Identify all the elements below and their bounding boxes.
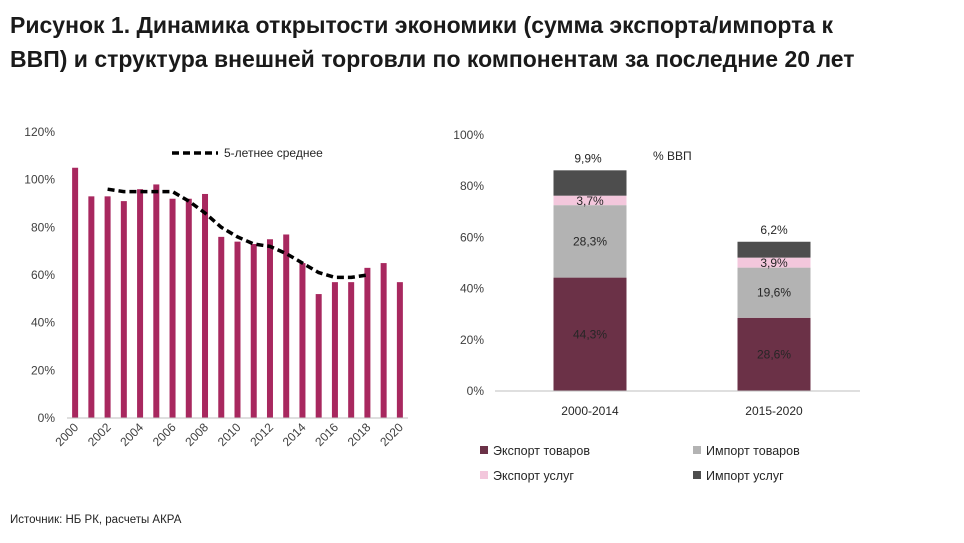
legend-swatch-import-services — [693, 471, 701, 479]
segment-import-services-2 — [737, 241, 811, 258]
y-tick-label: 60% — [460, 230, 484, 244]
source-note: Источник: НБ РК, расчеты АКРА — [10, 514, 182, 526]
bar-2003 — [120, 201, 127, 418]
segment-export-services-1 — [553, 195, 627, 206]
legend-label: Импорт товаров — [706, 444, 800, 458]
title-line-1: Рисунок 1. Динамика открытости экономики… — [10, 12, 834, 38]
y-tick-label: 0% — [38, 411, 56, 425]
data-label: 44,3% — [573, 327, 607, 341]
legend-label: Экспорт услуг — [493, 469, 574, 483]
x-tick-label: 2020 — [377, 420, 406, 449]
y-tick-label: 80% — [460, 179, 484, 193]
title-line-2: ВВП) и структура внешней торговли по ком… — [10, 46, 855, 72]
x-tick-label: 2016 — [312, 420, 341, 449]
bar-2019 — [380, 263, 387, 418]
bar-2005 — [153, 184, 160, 418]
bar-2016 — [331, 282, 338, 418]
legend-swatch-export-services — [480, 471, 488, 479]
bar-2018 — [364, 267, 371, 418]
bar-2015 — [315, 294, 322, 418]
bar-2014 — [299, 263, 306, 418]
x-tick-label: 2008 — [182, 420, 211, 449]
unit-annotation: % ВВП — [653, 149, 692, 163]
data-label: 9,9% — [574, 151, 602, 165]
y-tick-label: 40% — [31, 316, 55, 330]
category-label: 2015-2020 — [745, 404, 803, 418]
legend-line-label: 5-летнее среднее — [224, 146, 323, 160]
y-tick-label: 40% — [460, 282, 484, 296]
segment-export-goods-2 — [737, 317, 811, 391]
segment-import-goods-2 — [737, 267, 811, 318]
x-tick-label: 2006 — [150, 420, 179, 449]
trade-structure-stacked-chart: 0% 20% 40% 60% 80% 100% 44,3% 28,3% 3,7% 9,9% 2000… — [453, 128, 860, 483]
bar-2020 — [396, 282, 403, 418]
chart-title: Рисунок 1. Динамика открытости экономики… — [10, 8, 960, 76]
bar-2011 — [250, 244, 257, 418]
segment-import-goods-1 — [553, 205, 627, 278]
y-tick-label: 100% — [24, 173, 55, 187]
bar-2000 — [72, 167, 79, 418]
x-tick-label: 2010 — [215, 420, 244, 449]
y-tick-label: 120% — [24, 125, 55, 139]
bar-2001 — [88, 196, 95, 418]
legend-swatch-export-goods — [480, 446, 488, 454]
data-label: 19,6% — [757, 286, 791, 300]
bar-2013 — [283, 234, 290, 418]
five-year-average-line — [107, 187, 368, 280]
segment-export-goods-1 — [553, 277, 627, 391]
openness-bar-chart: 0%20%40%60%80%100%120%2000 2002 2004 2006 20… — [24, 125, 408, 449]
y-tick-label: 60% — [31, 268, 55, 282]
category-label: 2000-2014 — [561, 404, 619, 418]
bar-2004 — [137, 189, 144, 418]
segment-import-services-1 — [553, 170, 627, 196]
x-tick-label: 2000 — [52, 420, 81, 449]
bar-2012 — [266, 239, 273, 418]
segment-export-services-2 — [737, 257, 811, 268]
legend-swatch-import-goods — [693, 446, 701, 454]
x-tick-label: 2014 — [280, 420, 309, 449]
x-tick-label: 2012 — [247, 420, 276, 449]
data-label: 28,6% — [757, 347, 791, 361]
bar-2009 — [218, 236, 225, 418]
x-tick-label: 2002 — [85, 420, 114, 449]
x-tick-label: 2018 — [345, 420, 374, 449]
bar-2008 — [202, 193, 209, 418]
bar-2007 — [185, 198, 192, 418]
data-label: 6,2% — [760, 223, 788, 237]
data-label: 3,9% — [760, 256, 788, 270]
data-label: 3,7% — [576, 194, 604, 208]
bar-2017 — [348, 282, 355, 418]
legend-label: Экспорт товаров — [493, 444, 590, 458]
bar-2002 — [104, 196, 111, 418]
y-tick-label: 20% — [460, 333, 484, 347]
bar-2006 — [169, 198, 176, 418]
y-tick-label: 100% — [453, 128, 484, 142]
y-tick-label: 20% — [31, 363, 55, 377]
y-tick-label: 0% — [467, 384, 485, 398]
data-label: 28,3% — [573, 234, 607, 248]
bar-2010 — [234, 241, 241, 418]
y-tick-label: 80% — [31, 220, 55, 234]
legend-label: Импорт услуг — [706, 469, 784, 483]
x-tick-label: 2004 — [117, 420, 146, 449]
